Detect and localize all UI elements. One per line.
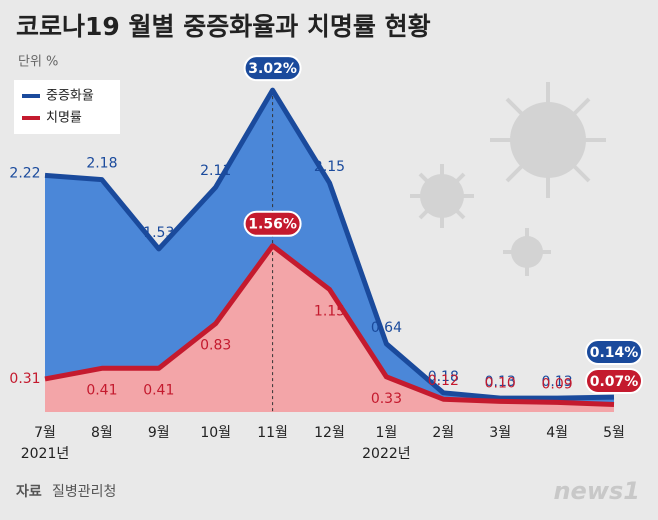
- value-label: 0.09: [542, 376, 573, 392]
- value-pill: [585, 339, 643, 365]
- x-tick-label: 1월: [376, 425, 398, 441]
- x-sublabel: 2022년: [362, 446, 411, 462]
- value-pill: [243, 55, 302, 82]
- x-tick-label: 11월: [257, 425, 288, 441]
- value-label: 0.31: [9, 371, 40, 387]
- unit-label: 단위 %: [18, 55, 58, 70]
- value-pill: [243, 210, 302, 237]
- x-tick-label: 4월: [546, 425, 568, 441]
- value-label: 0.41: [86, 382, 117, 398]
- value-label: 0.33: [371, 391, 402, 407]
- x-tick-label: 9월: [148, 425, 170, 441]
- x-tick-label: 3월: [489, 425, 511, 441]
- value-label: 1.56%: [248, 217, 297, 233]
- x-tick-label: 12월: [314, 425, 345, 441]
- logo: news1: [553, 477, 640, 505]
- chart-title: 코로나19 월별 중증화율과 치명률 현황: [16, 12, 431, 41]
- value-label: 2.18: [86, 156, 117, 172]
- value-label: 0.64: [371, 320, 402, 336]
- x-sublabel: 2021년: [21, 446, 70, 462]
- legend-box: [14, 80, 120, 134]
- x-tick-label: 5월: [603, 425, 625, 441]
- value-label: 1.53: [143, 225, 174, 241]
- area-fill: [45, 245, 614, 412]
- value-label: 2.22: [9, 165, 40, 181]
- value-label: 0.83: [200, 338, 231, 354]
- value-label: 0.18: [428, 369, 459, 385]
- value-label: 1.15: [314, 303, 345, 319]
- virus-decoration: [410, 82, 606, 276]
- value-label: 0.12: [428, 373, 459, 389]
- value-label: 2.11: [200, 163, 231, 179]
- value-label: 2.15: [314, 159, 345, 175]
- value-label: 3.02%: [248, 61, 297, 77]
- x-tick-label: 2월: [432, 425, 454, 441]
- area-fill: [45, 90, 614, 412]
- series-line: [44, 87, 615, 401]
- legend-label: 중증화율: [46, 89, 94, 104]
- value-label: 0.13: [485, 374, 516, 390]
- series-line: [44, 243, 615, 408]
- value-label: 0.10: [485, 375, 516, 391]
- value-label: 0.14%: [590, 345, 639, 361]
- value-label: 0.07%: [590, 374, 639, 390]
- source: 질병관리청: [52, 484, 116, 500]
- x-tick-label: 10월: [200, 425, 231, 441]
- value-pill: [585, 368, 643, 394]
- value-label: 0.13: [542, 374, 573, 390]
- value-label: 0.41: [143, 382, 174, 398]
- x-tick-label: 8월: [91, 425, 113, 441]
- x-tick-label: 7월: [34, 425, 56, 441]
- source-label: 자료: [16, 484, 42, 500]
- legend-label: 치명률: [46, 111, 82, 126]
